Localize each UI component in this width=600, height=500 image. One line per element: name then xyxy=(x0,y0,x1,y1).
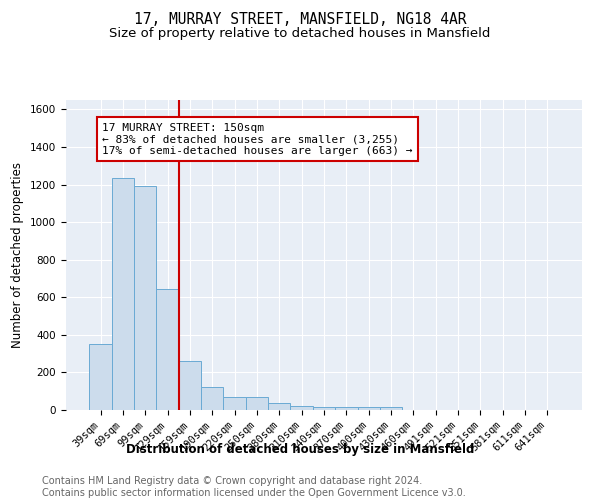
Bar xyxy=(223,397,246,410)
Bar xyxy=(201,388,223,410)
Bar xyxy=(268,404,290,410)
Bar xyxy=(358,407,380,410)
Bar xyxy=(335,407,358,410)
Bar xyxy=(246,397,268,410)
Text: Size of property relative to detached houses in Mansfield: Size of property relative to detached ho… xyxy=(109,28,491,40)
Text: Contains HM Land Registry data © Crown copyright and database right 2024.
Contai: Contains HM Land Registry data © Crown c… xyxy=(42,476,466,498)
Y-axis label: Number of detached properties: Number of detached properties xyxy=(11,162,25,348)
Bar xyxy=(134,186,157,410)
Text: 17, MURRAY STREET, MANSFIELD, NG18 4AR: 17, MURRAY STREET, MANSFIELD, NG18 4AR xyxy=(134,12,466,28)
Text: Distribution of detached houses by size in Mansfield: Distribution of detached houses by size … xyxy=(126,442,474,456)
Bar xyxy=(112,178,134,410)
Bar xyxy=(380,407,402,410)
Text: 17 MURRAY STREET: 150sqm
← 83% of detached houses are smaller (3,255)
17% of sem: 17 MURRAY STREET: 150sqm ← 83% of detach… xyxy=(103,122,413,156)
Bar xyxy=(157,289,179,410)
Bar xyxy=(89,344,112,410)
Bar xyxy=(313,407,335,410)
Bar xyxy=(290,406,313,410)
Bar xyxy=(179,361,201,410)
